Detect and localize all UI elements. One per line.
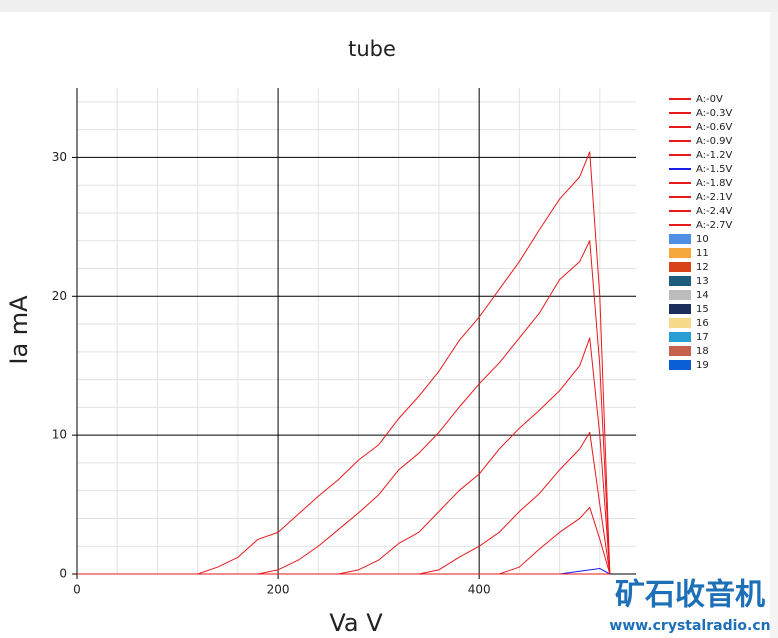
- legend-swatch: [669, 290, 691, 300]
- y-tick-label: 20: [52, 289, 67, 303]
- x-tick-label: 400: [468, 583, 491, 597]
- legend-label: 15: [696, 304, 709, 315]
- legend-label: 18: [696, 346, 709, 357]
- legend-label: 19: [696, 360, 709, 371]
- legend-label: 12: [696, 262, 709, 273]
- legend-swatch: [669, 332, 691, 342]
- y-tick-label: 0: [59, 567, 67, 581]
- legend-swatch: [669, 346, 691, 356]
- legend-label: A:-0.6V: [696, 122, 733, 133]
- top-bar: [0, 0, 778, 12]
- legend-label: 14: [696, 290, 709, 301]
- x-tick-label: 0: [73, 583, 81, 597]
- series-line: [77, 151, 611, 575]
- legend-swatch: [669, 360, 691, 370]
- legend-label: 17: [696, 332, 709, 343]
- legend-label: A:-1.8V: [696, 178, 733, 189]
- legend-label: A:-2.7V: [696, 220, 733, 231]
- legend-label: A:-0V: [696, 94, 723, 105]
- watermark: 矿石收音机: [615, 578, 765, 613]
- y-tick-label: 10: [52, 428, 67, 442]
- legend-swatch: [669, 248, 691, 258]
- legend-label: A:-1.5V: [696, 164, 733, 175]
- legend-swatch: [669, 304, 691, 314]
- x-axis-label: Va V: [329, 609, 383, 637]
- legend-label: 10: [696, 234, 709, 245]
- legend-label: A:-2.4V: [696, 206, 733, 217]
- y-tick-label: 30: [52, 150, 67, 164]
- legend-label: A:-0.9V: [696, 136, 733, 147]
- legend-label: A:-0.3V: [696, 108, 733, 119]
- legend-label: A:-2.1V: [696, 192, 733, 203]
- legend-swatch: [669, 318, 691, 328]
- legend-swatch: [669, 262, 691, 272]
- legend-label: 11: [696, 248, 709, 259]
- scroll-bar: [770, 12, 778, 638]
- watermark-url: www.crystalradio.cn: [609, 618, 770, 634]
- y-axis-label: Ia mA: [5, 295, 33, 365]
- legend-label: A:-1.2V: [696, 150, 733, 161]
- legend-label: 16: [696, 318, 709, 329]
- legend-swatch: [669, 234, 691, 244]
- series-line: [77, 431, 611, 575]
- legend-swatch: [669, 276, 691, 286]
- series-line: [77, 337, 611, 575]
- chart-title: tube: [348, 37, 396, 61]
- legend-label: 13: [696, 276, 709, 287]
- x-tick-label: 200: [267, 583, 290, 597]
- series-line: [77, 506, 611, 575]
